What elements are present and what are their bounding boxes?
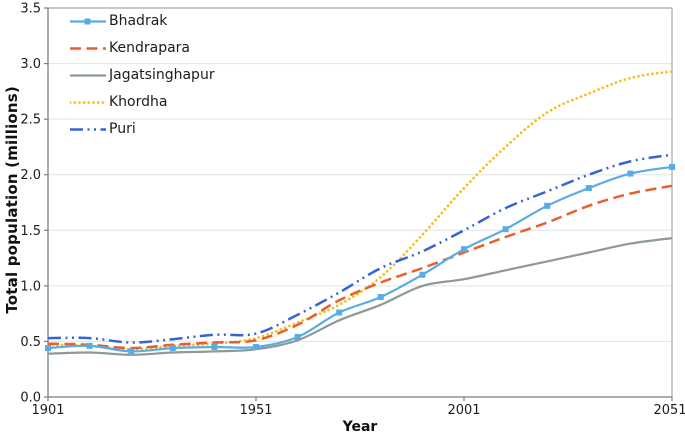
series-line-jagatsinghapur bbox=[47, 237, 673, 356]
legend-swatch-kendrapara-line-icon bbox=[70, 47, 106, 50]
data-point-marker bbox=[377, 293, 384, 300]
y-tick-label: 2.0 bbox=[20, 168, 41, 183]
x-tick-label: 1901 bbox=[31, 403, 64, 418]
data-point-marker bbox=[419, 271, 426, 278]
legend-swatch-marker bbox=[84, 18, 91, 25]
y-tick-label: 3.0 bbox=[20, 57, 41, 72]
x-tick-label: 1951 bbox=[239, 403, 272, 418]
y-tick-label: 1.5 bbox=[20, 224, 41, 239]
legend-swatch-jagatsinghapur-line-icon bbox=[70, 74, 106, 77]
legend-swatch-puri-line-icon bbox=[70, 128, 106, 131]
legend-item-bhadrak: Bhadrak bbox=[70, 14, 215, 29]
data-point-marker bbox=[544, 202, 551, 209]
data-point-marker bbox=[627, 170, 634, 177]
y-axis-label-text: Total population (millions) bbox=[3, 86, 21, 314]
data-point-marker bbox=[502, 226, 509, 233]
data-point-marker bbox=[669, 163, 675, 170]
y-tick-label: 1.0 bbox=[20, 279, 41, 294]
legend-item-khordha: Khordha bbox=[70, 95, 215, 110]
data-point-marker bbox=[45, 345, 51, 352]
y-axis-label: Total population (millions) bbox=[2, 0, 22, 400]
data-point-marker bbox=[169, 345, 176, 352]
legend: Bhadrak Kendrapara Jagatsinghapur Khordh… bbox=[70, 14, 215, 137]
legend-label-kendrapara: Kendrapara bbox=[109, 40, 190, 56]
legend-label-puri: Puri bbox=[109, 121, 136, 137]
legend-label-khordha: Khordha bbox=[109, 94, 168, 110]
data-point-marker bbox=[294, 333, 301, 340]
data-point-marker bbox=[585, 185, 592, 192]
legend-item-jagatsinghapur: Jagatsinghapur bbox=[70, 68, 215, 83]
data-point-marker bbox=[336, 309, 343, 316]
legend-label-bhadrak: Bhadrak bbox=[109, 13, 168, 29]
y-tick-label: 0.5 bbox=[20, 335, 41, 350]
series-line-bhadrak bbox=[47, 165, 673, 353]
y-tick-label: 3.5 bbox=[20, 2, 41, 17]
legend-label-jagatsinghapur: Jagatsinghapur bbox=[109, 67, 215, 83]
legend-swatch-bhadrak-line-icon bbox=[70, 18, 106, 25]
x-tick-label: 2051 bbox=[653, 403, 685, 418]
x-tick-label: 2001 bbox=[447, 403, 480, 418]
x-axis-label: Year bbox=[342, 419, 378, 435]
y-tick-label: 2.5 bbox=[20, 113, 41, 128]
data-point-marker bbox=[128, 348, 135, 355]
data-point-marker bbox=[211, 343, 218, 350]
data-point-marker bbox=[253, 343, 259, 350]
series-line-kendrapara bbox=[47, 184, 673, 350]
legend-swatch-khordha-line-icon bbox=[70, 101, 106, 104]
legend-item-puri: Puri bbox=[70, 122, 215, 137]
series-line-puri bbox=[47, 153, 673, 344]
data-point-marker bbox=[461, 246, 467, 253]
data-point-marker bbox=[86, 342, 93, 349]
legend-item-kendrapara: Kendrapara bbox=[70, 41, 215, 56]
y-tick-label: 0.0 bbox=[20, 391, 41, 406]
